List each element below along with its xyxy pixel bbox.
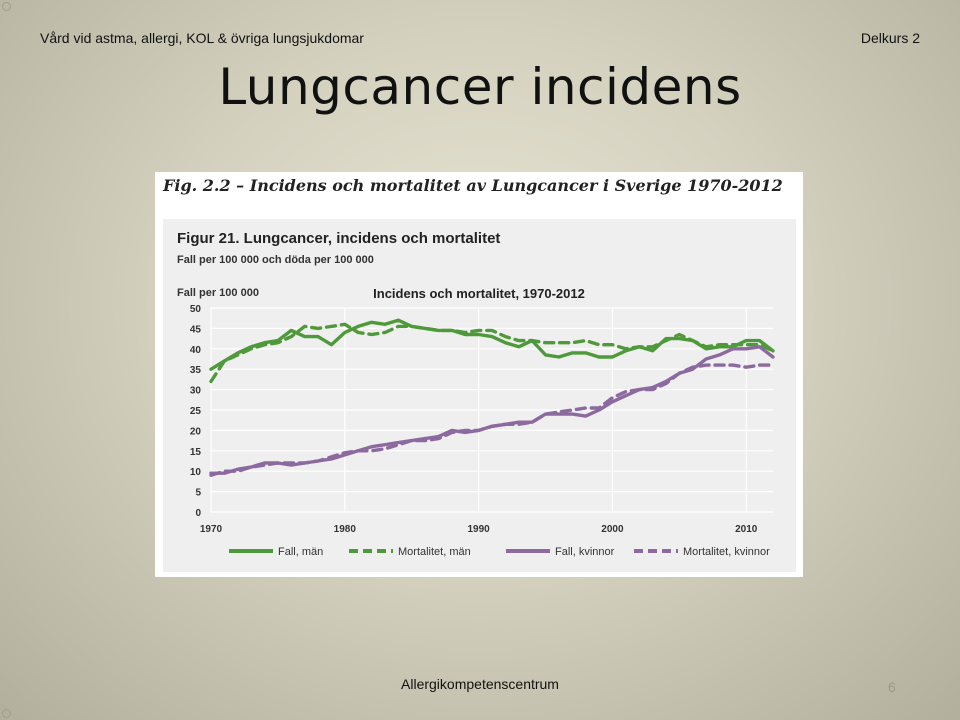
y-tick-label: 15 — [190, 447, 202, 458]
y-tick-label: 0 — [195, 508, 201, 519]
corner-marker-top-left — [2, 2, 11, 11]
slide-number: 6 — [888, 679, 896, 695]
course-part: Delkurs 2 — [860, 30, 920, 46]
chart-title: Incidens och mortalitet, 1970-2012 — [373, 286, 585, 301]
x-ticks: 1970 1980 1990 2000 2010 — [200, 524, 758, 535]
slide-title: Lungcancer incidens — [218, 58, 742, 116]
series-line-0 — [209, 318, 775, 371]
chart-panel: Figur 21. Lungcancer, incidens och morta… — [163, 219, 796, 572]
y-tick-label: 5 — [195, 488, 201, 499]
x-tick-label: 1970 — [200, 524, 223, 535]
x-tick-label: 2010 — [735, 524, 758, 535]
legend-label-3: Mortalitet, kvinnor — [683, 546, 770, 558]
y-ticks: 0 5 10 15 20 25 30 35 40 45 50 — [190, 304, 202, 519]
y-tick-label: 20 — [190, 426, 202, 437]
figure-caption: Fig. 2.2 – Incidens och mortalitet av Lu… — [163, 176, 783, 195]
series-lines — [209, 318, 775, 477]
legend-label-0: Fall, män — [278, 546, 323, 558]
panel-title: Figur 21. Lungcancer, incidens och morta… — [177, 230, 500, 247]
series-line-1 — [209, 322, 775, 384]
legend: Fall, män Mortalitet, män Fall, kvinnor Mor… — [229, 546, 770, 558]
panel-subtitle: Fall per 100 000 och döda per 100 000 — [177, 254, 374, 266]
x-tick-label: 1980 — [334, 524, 357, 535]
x-tick-label: 1990 — [467, 524, 490, 535]
y-tick-label: 50 — [190, 304, 202, 315]
x-tick-label: 2000 — [601, 524, 624, 535]
figure-frame: Fig. 2.2 – Incidens och mortalitet av Lu… — [155, 172, 803, 577]
legend-label-1: Mortalitet, män — [398, 546, 471, 558]
chart-svg: Figur 21. Lungcancer, incidens och morta… — [177, 230, 775, 558]
series-line-3 — [209, 363, 775, 477]
y-axis-label: Fall per 100 000 — [177, 287, 259, 299]
y-tick-label: 10 — [190, 467, 202, 478]
y-tick-label: 30 — [190, 386, 202, 397]
course-title: Vård vid astma, allergi, KOL & övriga lu… — [40, 30, 364, 46]
legend-label-2: Fall, kvinnor — [555, 546, 615, 558]
y-tick-label: 35 — [190, 365, 202, 376]
grid — [210, 307, 773, 513]
corner-marker-bottom-left — [2, 709, 11, 718]
y-tick-label: 25 — [190, 406, 202, 417]
y-tick-label: 40 — [190, 345, 202, 356]
footer-organization: Allergikompetenscentrum — [401, 676, 559, 692]
y-tick-label: 45 — [190, 324, 202, 335]
